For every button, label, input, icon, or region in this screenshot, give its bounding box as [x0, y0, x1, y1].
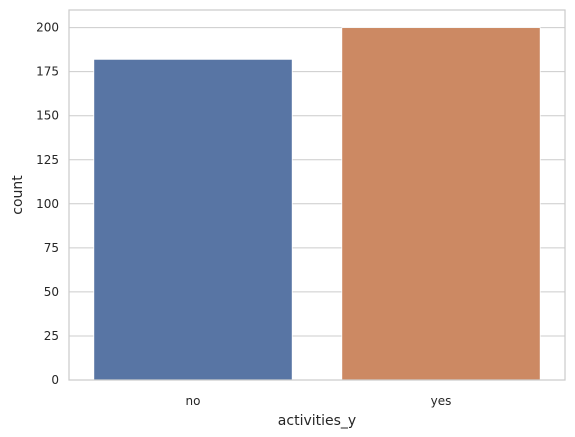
y-tick-label-0: 0	[51, 373, 59, 387]
y-tick-label-50: 50	[44, 285, 59, 299]
x-tick-label-yes: yes	[431, 394, 452, 408]
bar-yes	[342, 28, 540, 380]
y-tick-label-100: 100	[36, 197, 59, 211]
bar-no	[94, 59, 292, 380]
y-tick-label-200: 200	[36, 21, 59, 35]
x-tick-label-no: no	[186, 394, 201, 408]
y-axis-label: count	[10, 175, 26, 215]
y-tick-label-75: 75	[44, 241, 59, 255]
y-tick-label-25: 25	[44, 329, 59, 343]
x-axis-label: activities_y	[278, 413, 356, 429]
x-tick-labels: no yes	[186, 394, 452, 408]
y-tick-label-175: 175	[36, 65, 59, 79]
y-tick-labels: 0 25 50 75 100 125 150 175 200	[36, 21, 59, 387]
y-tick-label-125: 125	[36, 153, 59, 167]
y-tick-label-150: 150	[36, 109, 59, 123]
